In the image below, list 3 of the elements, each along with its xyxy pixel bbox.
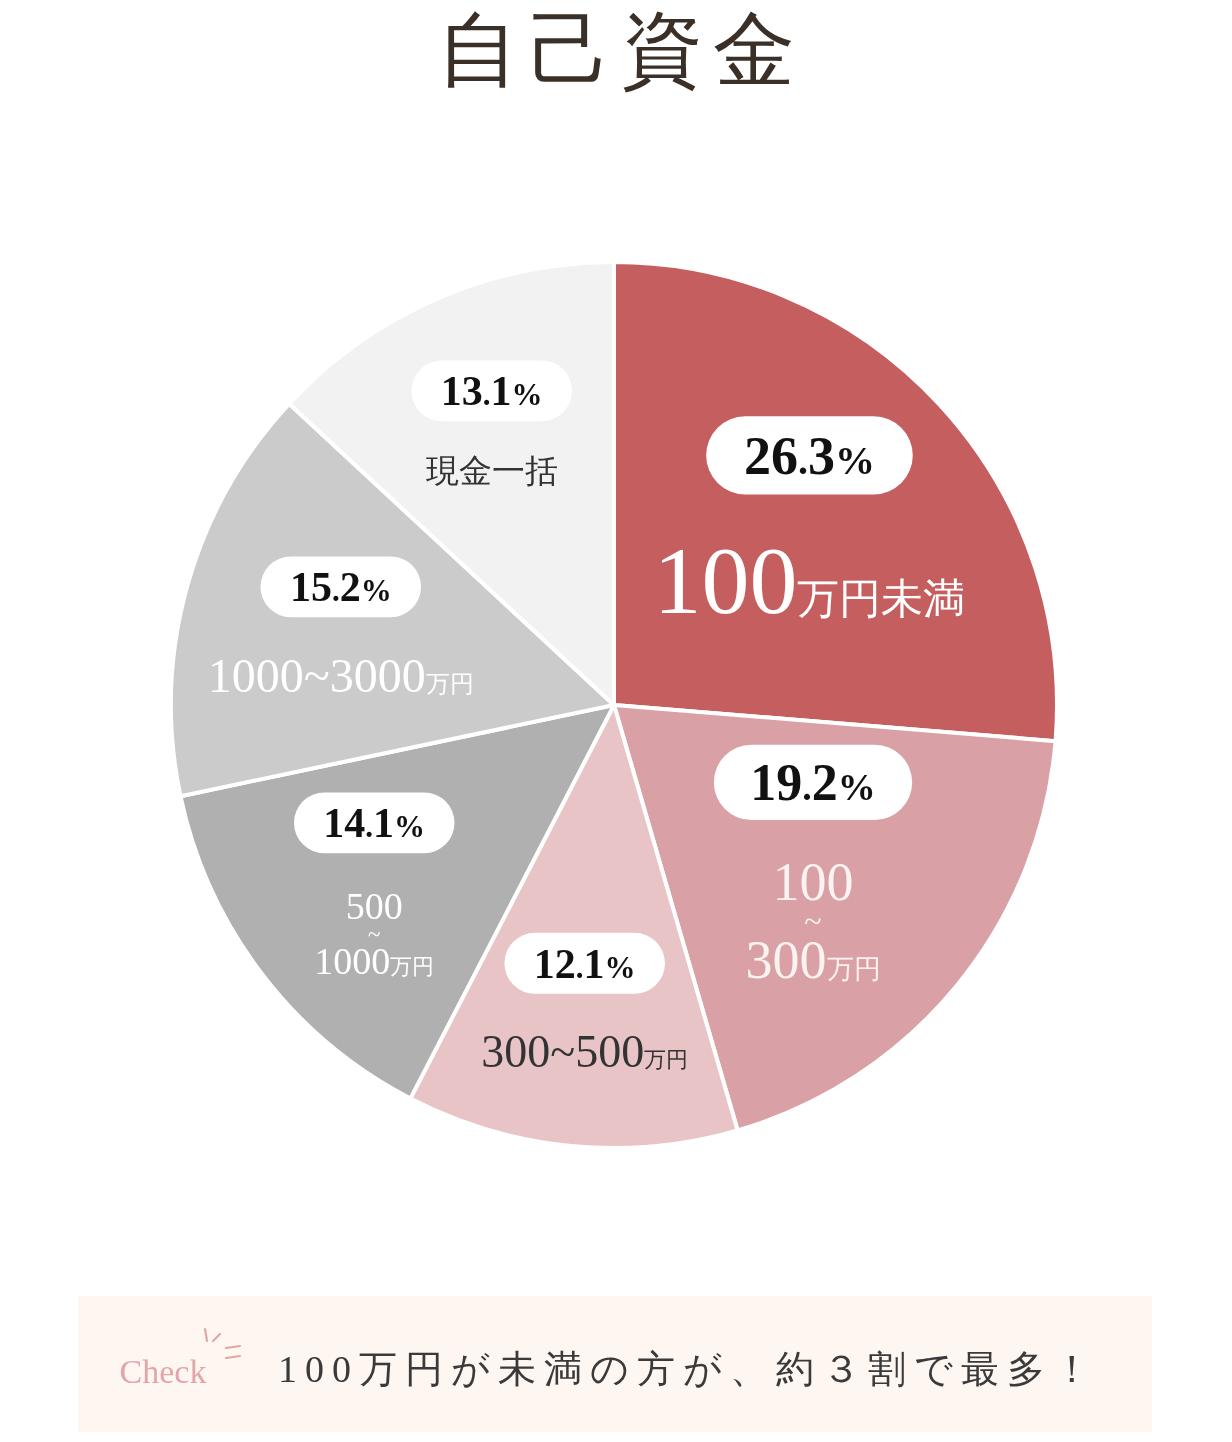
title: 自己資金 [437, 5, 805, 96]
note-text: 100万円が未満の方が、約３割で最多！ [278, 1348, 1099, 1390]
check-label: Check [119, 1353, 207, 1390]
